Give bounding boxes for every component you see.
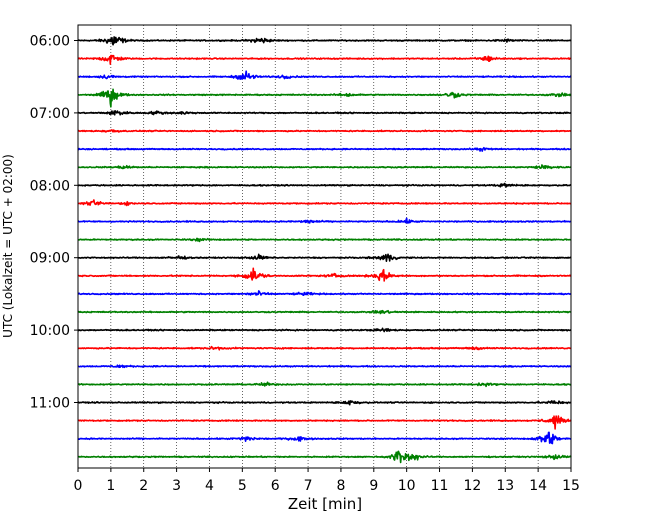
trace-1045: [77, 381, 572, 388]
trace-0845: [77, 237, 572, 243]
trace-0830: [77, 217, 572, 224]
trace-0915: [77, 267, 572, 282]
y-tick-label: 09:00: [30, 251, 70, 267]
x-tick-label: 12: [463, 478, 481, 494]
trace-1100: [77, 400, 572, 406]
y-axis: 06:00 07:00 08:00 09:00 10:00 11:00: [30, 34, 78, 412]
trace-0630: [77, 70, 572, 80]
trace-0900: [77, 253, 572, 263]
x-tick-label: 0: [74, 478, 83, 494]
trace-0745: [77, 164, 572, 170]
trace-0715: [77, 129, 572, 133]
trace-0930: [77, 290, 572, 297]
y-tick-label: 07:00: [30, 106, 70, 122]
x-tick-label: 7: [304, 478, 313, 494]
trace-1015: [77, 345, 572, 351]
y-tick-label: 11:00: [30, 396, 70, 412]
y-tick-label: 08:00: [30, 178, 70, 194]
y-axis-label: UTC (Lokalzeit = UTC + 02:00): [1, 154, 15, 338]
x-tick-label: 3: [172, 478, 181, 494]
trace-0645: [77, 88, 572, 108]
x-tick-label: 11: [431, 478, 449, 494]
plot-frame: [77, 24, 572, 469]
trace-1115: [77, 415, 572, 430]
x-axis-label: Zeit [min]: [288, 495, 362, 513]
x-axis: 0 1 2 3 4 5 6 7 8 9 10 11 12 13 14 15: [74, 468, 580, 494]
x-tick-label: 9: [369, 478, 378, 494]
x-tick-label: 4: [205, 478, 214, 494]
x-tick-label: 15: [562, 478, 580, 494]
trace-1000: [77, 327, 572, 333]
trace-1030: [77, 364, 572, 369]
trace-0800: [77, 182, 572, 188]
y-tick-label: 10:00: [30, 323, 70, 339]
x-tick-label: 13: [496, 478, 514, 494]
trace-1145: [77, 450, 572, 464]
x-tick-label: 5: [238, 478, 247, 494]
x-tick-label: 1: [106, 478, 115, 494]
x-tick-label: 8: [336, 478, 345, 494]
x-tick-label: 10: [398, 478, 416, 494]
trace-0815: [77, 199, 572, 207]
trace-0700: [77, 110, 572, 116]
x-tick-label: 2: [139, 478, 148, 494]
x-tick-label: 14: [529, 478, 547, 494]
trace-1130: [77, 431, 572, 445]
y-tick-label: 06:00: [30, 34, 70, 50]
trace-0600: [77, 36, 572, 46]
seismic-traces: [77, 36, 572, 464]
trace-0945: [77, 309, 572, 315]
x-tick-label: 6: [271, 478, 280, 494]
trace-0615: [77, 54, 572, 65]
trace-0730: [77, 146, 572, 152]
